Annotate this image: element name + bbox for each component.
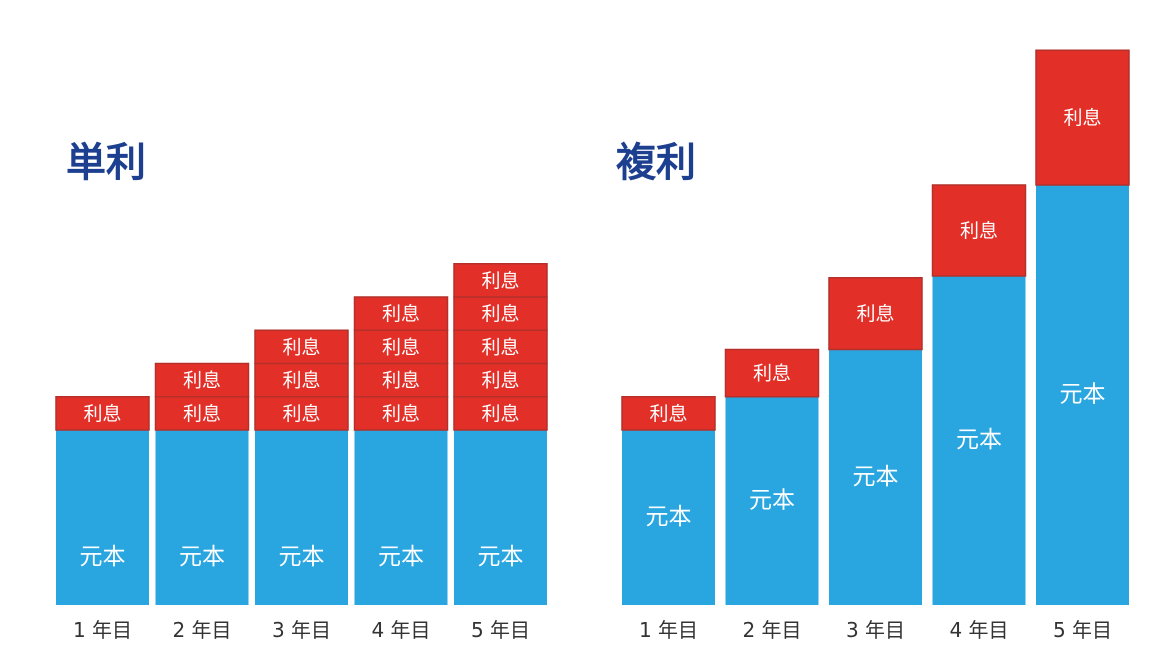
simple-interest-block-3-1	[254, 396, 349, 431]
simple-principal-label-4: 元本	[378, 544, 424, 570]
compound-category-label-2: 2 年目	[742, 618, 801, 642]
simple-principal-label-1: 元本	[80, 544, 126, 570]
simple-category-label-4: 4 年目	[371, 618, 430, 642]
simple-interest-label-5-4: 利息	[481, 303, 519, 325]
simple-principal-bar-2	[155, 430, 249, 605]
simple-interest-label-2-1: 利息	[183, 403, 221, 425]
simple-principal-bar-3	[255, 430, 348, 605]
simple-interest-block-4-3	[353, 329, 449, 365]
simple-interest-label-5-2: 利息	[481, 370, 519, 392]
compound-principal-label-3: 元本	[853, 464, 899, 490]
compound-interest-block-2-1	[724, 348, 820, 398]
compound-interest-block-5-1	[1035, 49, 1130, 186]
compound-category-label-1: 1 年目	[639, 618, 698, 642]
simple-interest-block-4-4	[353, 296, 449, 331]
compound-principal-label-2: 元本	[749, 487, 795, 513]
compound-interest-label-2-1: 利息	[753, 363, 791, 385]
simple-interest-block-5-2	[453, 362, 548, 398]
compound-category-label-4: 4 年目	[949, 618, 1008, 642]
simple-principal-label-3: 元本	[279, 544, 325, 570]
simple-interest-block-3-2	[254, 362, 349, 398]
simple-interest-block-2-2	[154, 362, 250, 398]
simple-interest-label-3-1: 利息	[282, 403, 320, 425]
compound-interest-label-1-1: 利息	[649, 403, 687, 425]
compound-interest-block-1-1	[621, 396, 716, 431]
simple-principal-label-2: 元本	[179, 544, 225, 570]
simple-interest-block-1-1	[55, 396, 150, 431]
compound-principal-bar-5	[1036, 185, 1129, 605]
simple-interest-label-4-2: 利息	[382, 370, 420, 392]
simple-interest-label-1-1: 利息	[83, 403, 121, 425]
chart-title-compound-interest: 複利	[616, 140, 696, 186]
simple-interest-label-2-2: 利息	[183, 370, 221, 392]
simple-principal-bar-1	[56, 430, 149, 605]
simple-interest-label-4-3: 利息	[382, 336, 420, 358]
compound-category-label-3: 3 年目	[846, 618, 905, 642]
compound-principal-label-1: 元本	[646, 504, 692, 530]
simple-principal-label-5: 元本	[478, 544, 524, 570]
simple-principal-bar-4	[354, 430, 448, 605]
simple-category-label-2: 2 年目	[172, 618, 231, 642]
compound-category-label-5: 5 年目	[1053, 618, 1112, 642]
simple-interest-block-5-3	[453, 329, 548, 365]
simple-interest-block-2-1	[154, 396, 250, 431]
compound-interest-label-3-1: 利息	[856, 303, 894, 325]
simple-interest-label-3-3: 利息	[282, 336, 320, 358]
compound-interest-block-3-1	[828, 277, 923, 351]
compound-principal-label-5: 元本	[1060, 382, 1106, 408]
compound-interest-label-5-1: 利息	[1063, 107, 1101, 129]
compound-principal-bar-1	[622, 430, 715, 605]
compound-principal-label-4: 元本	[956, 427, 1002, 453]
chart-title-simple-interest: 単利	[66, 140, 146, 186]
simple-interest-label-5-1: 利息	[481, 403, 519, 425]
simple-interest-block-3-3	[254, 329, 349, 365]
simple-interest-block-4-2	[353, 362, 449, 398]
compound-interest-block-4-1	[931, 184, 1027, 277]
simple-interest-block-5-5	[453, 263, 548, 298]
compound-principal-bar-2	[725, 396, 819, 605]
simple-category-label-5: 5 年目	[471, 618, 530, 642]
simple-interest-label-5-3: 利息	[481, 336, 519, 358]
simple-interest-block-5-1	[453, 396, 548, 431]
simple-interest-label-5-5: 利息	[481, 270, 519, 292]
simple-principal-bar-5	[454, 430, 547, 605]
compound-principal-bar-4	[932, 276, 1026, 605]
simple-interest-label-4-1: 利息	[382, 403, 420, 425]
simple-interest-label-4-4: 利息	[382, 303, 420, 325]
simple-interest-label-3-2: 利息	[282, 370, 320, 392]
simple-category-label-1: 1 年目	[73, 618, 132, 642]
compound-interest-label-4-1: 利息	[960, 220, 998, 242]
simple-interest-block-4-1	[353, 396, 449, 431]
compound-principal-bar-3	[829, 349, 922, 605]
simple-category-label-3: 3 年目	[272, 618, 331, 642]
